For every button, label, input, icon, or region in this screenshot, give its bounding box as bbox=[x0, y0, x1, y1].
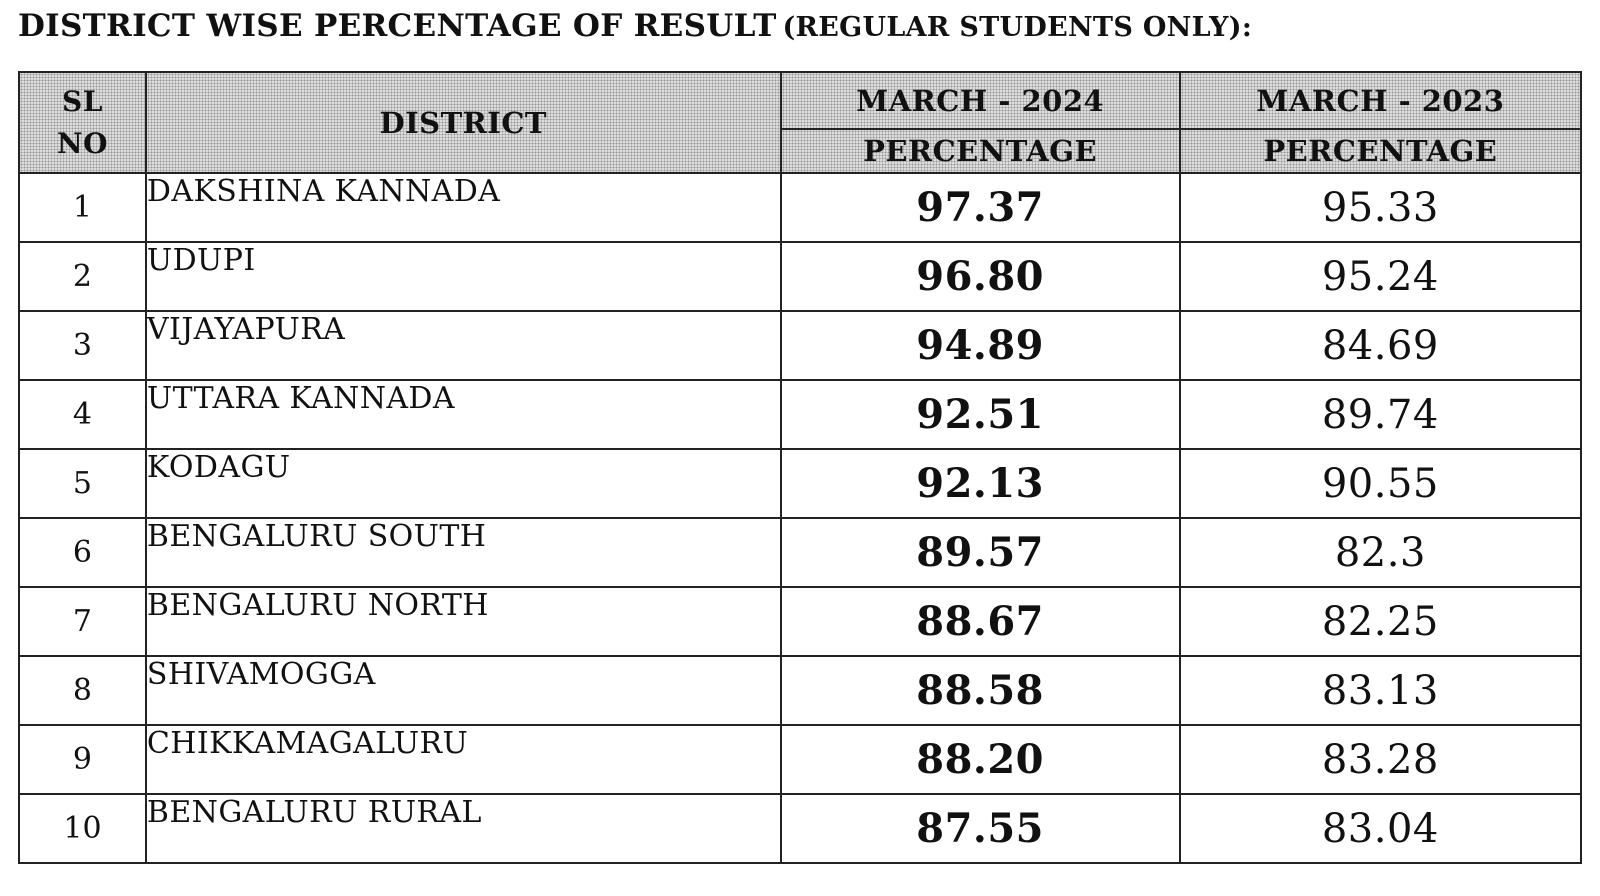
header-district: DISTRICT bbox=[144, 71, 782, 174]
percentage-2023-cell: 82.25 bbox=[1178, 586, 1583, 657]
district-cell: BENGALURU NORTH bbox=[144, 586, 782, 657]
percentage-2024-cell: 94.89 bbox=[779, 310, 1181, 381]
table-body: 1 DAKSHINA KANNADA 97.37 95.33 2 UDUPI 96.80 95… bbox=[18, 172, 1583, 864]
percentage-2024-cell: 97.37 bbox=[779, 172, 1181, 243]
table-row: 5 KODAGU 92.13 90.55 bbox=[18, 448, 1583, 519]
percentage-2023-cell: 89.74 bbox=[1178, 379, 1583, 450]
header-sl-line2: NO bbox=[56, 126, 108, 160]
table-row: 3 VIJAYAPURA 94.89 84.69 bbox=[18, 310, 1583, 381]
sl-no-cell: 7 bbox=[18, 586, 147, 657]
district-cell: BENGALURU RURAL bbox=[144, 793, 782, 864]
title-sub: (REGULAR STUDENTS ONLY): bbox=[782, 12, 1253, 43]
table-row: 8 SHIVAMOGGA 88.58 83.13 bbox=[18, 655, 1583, 726]
header-sl-line1: SL bbox=[62, 84, 103, 118]
sl-no-cell: 10 bbox=[18, 793, 147, 864]
sl-no-cell: 4 bbox=[18, 379, 147, 450]
percentage-2023-cell: 84.69 bbox=[1178, 310, 1583, 381]
percentage-2023-cell: 83.04 bbox=[1178, 793, 1583, 864]
results-table: SL NO DISTRICT MARCH - 2024 MARCH - 2023… bbox=[18, 71, 1583, 864]
district-cell: BENGALURU SOUTH bbox=[144, 517, 782, 588]
district-cell: KODAGU bbox=[144, 448, 782, 519]
percentage-2023-cell: 95.33 bbox=[1178, 172, 1583, 243]
percentage-2024-cell: 92.51 bbox=[779, 379, 1181, 450]
sl-no-cell: 8 bbox=[18, 655, 147, 726]
percentage-2024-cell: 88.67 bbox=[779, 586, 1181, 657]
table-row: 9 CHIKKAMAGALURU 88.20 83.28 bbox=[18, 724, 1583, 795]
percentage-2024-cell: 96.80 bbox=[779, 241, 1181, 312]
table-header: SL NO DISTRICT MARCH - 2024 MARCH - 2023… bbox=[18, 71, 1583, 174]
table-row: 4 UTTARA KANNADA 92.51 89.74 bbox=[18, 379, 1583, 450]
sl-no-cell: 1 bbox=[18, 172, 147, 243]
percentage-2024-cell: 88.20 bbox=[779, 724, 1181, 795]
sl-no-cell: 3 bbox=[18, 310, 147, 381]
table-row: 7 BENGALURU NORTH 88.67 82.25 bbox=[18, 586, 1583, 657]
percentage-2023-cell: 90.55 bbox=[1178, 448, 1583, 519]
table-row: 6 BENGALURU SOUTH 89.57 82.3 bbox=[18, 517, 1583, 588]
table-row: 10 BENGALURU RURAL 87.55 83.04 bbox=[18, 793, 1583, 864]
header-sl-no: SL NO bbox=[18, 71, 147, 174]
sl-no-cell: 2 bbox=[18, 241, 147, 312]
header-year-2024: MARCH - 2024 bbox=[779, 71, 1181, 130]
sl-no-cell: 6 bbox=[18, 517, 147, 588]
title-main: DISTRICT WISE PERCENTAGE OF RESULT bbox=[18, 8, 777, 44]
table-row: 1 DAKSHINA KANNADA 97.37 95.33 bbox=[18, 172, 1583, 243]
header-percentage-2024: PERCENTAGE bbox=[779, 128, 1181, 174]
district-cell: CHIKKAMAGALURU bbox=[144, 724, 782, 795]
sl-no-cell: 9 bbox=[18, 724, 147, 795]
district-cell: VIJAYAPURA bbox=[144, 310, 782, 381]
percentage-2023-cell: 95.24 bbox=[1178, 241, 1583, 312]
percentage-2024-cell: 87.55 bbox=[779, 793, 1181, 864]
percentage-2024-cell: 92.13 bbox=[779, 448, 1181, 519]
district-cell: UTTARA KANNADA bbox=[144, 379, 782, 450]
percentage-2023-cell: 82.3 bbox=[1178, 517, 1583, 588]
sl-no-cell: 5 bbox=[18, 448, 147, 519]
percentage-2024-cell: 89.57 bbox=[779, 517, 1181, 588]
header-year-2023: MARCH - 2023 bbox=[1178, 71, 1583, 130]
table-row: 2 UDUPI 96.80 95.24 bbox=[18, 241, 1583, 312]
percentage-2023-cell: 83.13 bbox=[1178, 655, 1583, 726]
document-title: DISTRICT WISE PERCENTAGE OF RESULT (REGU… bbox=[18, 8, 1252, 44]
district-cell: UDUPI bbox=[144, 241, 782, 312]
district-cell: SHIVAMOGGA bbox=[144, 655, 782, 726]
percentage-2024-cell: 88.58 bbox=[779, 655, 1181, 726]
header-percentage-2023: PERCENTAGE bbox=[1178, 128, 1583, 174]
district-cell: DAKSHINA KANNADA bbox=[144, 172, 782, 243]
percentage-2023-cell: 83.28 bbox=[1178, 724, 1583, 795]
